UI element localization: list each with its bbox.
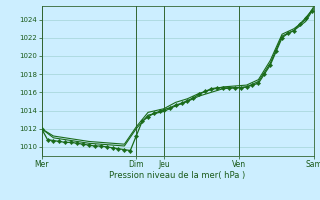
X-axis label: Pression niveau de la mer( hPa ): Pression niveau de la mer( hPa ) bbox=[109, 171, 246, 180]
